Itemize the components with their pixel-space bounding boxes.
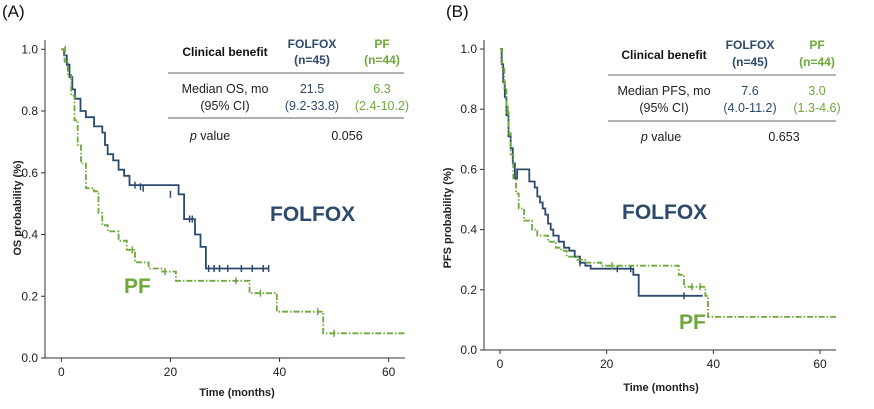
y-tick-label-b: 0.4 [460,223,477,237]
table-header-pf-b: PF [809,38,824,52]
y-tick-label-a: 0.2 [21,289,38,303]
y-axis-title-a: OS probability (%) [12,160,24,256]
pf-label-b: PF [679,311,706,334]
panel-letter-a: (A) [2,2,25,21]
x-tick-label-a: 60 [382,365,396,379]
panel-b: (B) PFS probability (%) Time (months) 0.… [442,2,841,394]
table-folfox-ci-a: (9.2-33.8) [285,99,339,113]
summary-table-b: Clinical benefit FOLFOX (n=45) PF (n=44)… [608,34,841,152]
y-tick-label-a: 0.4 [21,228,38,242]
y-tick-label-b: 0.0 [460,343,477,357]
y-tick-label-a: 1.0 [21,42,38,56]
km-curve-pf-b [500,48,836,318]
table-p-value-a: 0.056 [331,129,362,143]
x-tick-label-b: 40 [707,357,721,371]
table-ci-label-b: (95% CI) [639,101,688,115]
table-background-b [608,34,836,152]
table-folfox-ci-b: (4.0-11.2) [723,101,776,115]
table-p-italic-b: p [640,130,648,144]
table-header-pf-n-b: (n=44) [799,55,835,69]
table-median-label-b: Median PFS, mo [617,84,710,98]
y-tick-label-a: 0.8 [21,104,38,118]
y-tick-label-b: 1.0 [460,42,477,56]
table-p-rest-b: value [648,130,681,144]
table-pf-median-b: 3.0 [808,84,825,98]
table-folfox-median-a: 21.5 [300,82,324,96]
table-pf-ci-a: (2.4-10.2) [355,99,409,113]
folfox-label-b: FOLFOX [622,201,707,224]
table-p-label-b: p value [640,130,681,144]
table-background-a [168,33,404,153]
table-header-folfox-n-b: (n=45) [732,55,768,69]
x-tick-label-a: 20 [164,365,178,379]
y-tick-label-b: 0.6 [460,162,477,176]
x-axis-title-b: Time (months) [623,382,699,394]
summary-table-a: Clinical benefit FOLFOX (n=45) PF (n=44)… [168,33,409,153]
table-header-clinical-benefit-a: Clinical benefit [182,45,267,59]
y-tick-label-b: 0.2 [460,283,477,297]
series-group-a [61,45,405,337]
x-axis-title-a: Time (months) [199,387,275,399]
x-tick-label-b: 60 [813,357,827,371]
table-pf-median-a: 6.3 [373,82,390,96]
panel-letter-b: (B) [446,2,469,21]
km-curve-pf-a [61,48,405,335]
table-header-clinical-benefit-b: Clinical benefit [621,48,706,62]
y-axis-title-b: PFS probability (%) [442,167,454,268]
table-median-label-a: Median OS, mo [182,82,269,96]
x-tick-label-b: 0 [497,357,504,371]
table-header-folfox-n-a: (n=45) [294,53,330,67]
table-p-value-b: 0.653 [768,130,799,144]
folfox-label-a: FOLFOX [270,203,355,226]
table-header-folfox-a: FOLFOX [288,37,337,51]
table-folfox-median-b: 7.6 [741,84,758,98]
y-tick-label-a: 0.6 [21,166,38,180]
series-group-b [500,48,836,318]
table-p-rest-a: value [197,129,230,143]
table-p-italic-a: p [189,129,197,143]
table-ci-label-a: (95% CI) [200,99,249,113]
table-p-label-a: p value [189,129,230,143]
x-tick-label-b: 20 [600,357,614,371]
panel-a: (A) OS probability (%) Time (months) 0.0… [2,2,409,399]
y-tick-label-a: 0.0 [21,351,38,365]
table-header-pf-a: PF [374,37,389,51]
table-header-folfox-b: FOLFOX [726,38,775,52]
y-tick-label-b: 0.8 [460,102,477,116]
x-tick-label-a: 40 [273,365,287,379]
pf-label-a: PF [124,275,151,298]
x-tick-label-a: 0 [58,365,65,379]
axes-b: 0.0 0.2 0.4 0.6 0.8 1.0 0 20 40 60 [460,40,836,371]
table-header-pf-n-a: (n=44) [364,53,400,67]
axes-a: 0.0 0.2 0.4 0.6 0.8 1.0 0 20 40 60 [21,40,405,379]
table-pf-ci-b: (1.3-4.6) [793,101,840,115]
